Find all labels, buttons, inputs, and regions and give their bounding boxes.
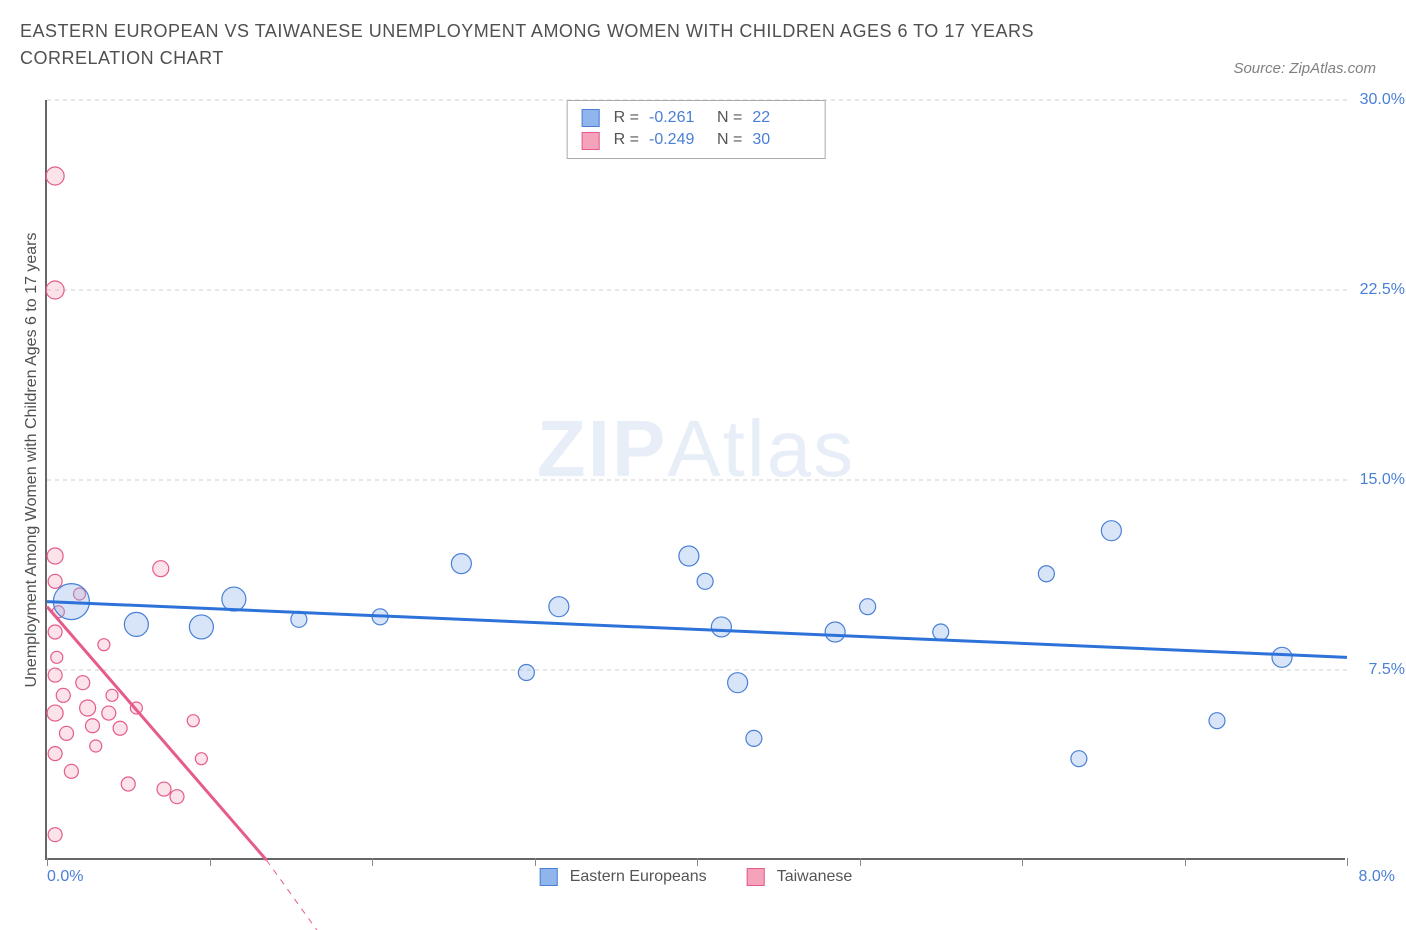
legend-item-a: Eastern Europeans — [540, 868, 707, 886]
legend-label-a: Eastern Europeans — [570, 868, 707, 886]
data-point — [222, 587, 246, 611]
data-point — [98, 639, 110, 651]
swatch-a-icon — [582, 109, 600, 127]
data-point — [1038, 566, 1054, 582]
legend: Eastern Europeans Taiwanese — [540, 868, 853, 886]
y-tick-label: 7.5% — [1369, 661, 1405, 679]
data-point — [1101, 521, 1121, 541]
stats-row-b: R = -0.249 N = 30 — [582, 129, 811, 151]
x-tick — [860, 858, 861, 866]
data-point — [46, 167, 64, 185]
data-point — [46, 281, 64, 299]
data-point — [825, 622, 845, 642]
y-tick-label: 30.0% — [1360, 91, 1405, 109]
data-point — [48, 828, 62, 842]
data-point — [1071, 751, 1087, 767]
data-point — [56, 688, 70, 702]
swatch-b-icon — [582, 132, 600, 150]
y-tick-label: 15.0% — [1360, 471, 1405, 489]
data-point — [170, 790, 184, 804]
x-tick — [1347, 858, 1348, 866]
data-point — [711, 617, 731, 637]
x-tick — [697, 858, 698, 866]
legend-swatch-a-icon — [540, 868, 558, 886]
data-point — [1209, 713, 1225, 729]
stats-row-a: R = -0.261 N = 22 — [582, 107, 811, 129]
scatter-plot — [47, 100, 1347, 860]
x-tick — [535, 858, 536, 866]
data-point — [187, 715, 199, 727]
x-tick — [372, 858, 373, 866]
data-point — [86, 719, 100, 733]
data-point — [153, 561, 169, 577]
data-point — [124, 612, 148, 636]
data-point — [549, 597, 569, 617]
x-tick — [47, 858, 48, 866]
chart-title: EASTERN EUROPEAN VS TAIWANESE UNEMPLOYME… — [20, 18, 1120, 72]
data-point — [51, 651, 63, 663]
data-point — [48, 747, 62, 761]
x-tick — [1022, 858, 1023, 866]
source-label: Source: ZipAtlas.com — [1233, 60, 1376, 77]
data-point — [518, 665, 534, 681]
data-point — [451, 554, 471, 574]
legend-item-b: Taiwanese — [747, 868, 853, 886]
y-tick-label: 22.5% — [1360, 281, 1405, 299]
data-point — [933, 624, 949, 640]
data-point — [47, 705, 63, 721]
stats-box: R = -0.261 N = 22 R = -0.249 N = 30 — [567, 100, 826, 159]
data-point — [679, 546, 699, 566]
data-point — [746, 730, 762, 746]
data-point — [47, 548, 63, 564]
data-point — [60, 726, 74, 740]
data-point — [157, 782, 171, 796]
data-point — [860, 599, 876, 615]
data-point — [90, 740, 102, 752]
data-point — [80, 700, 96, 716]
data-point — [48, 668, 62, 682]
data-point — [189, 615, 213, 639]
data-point — [728, 673, 748, 693]
data-point — [121, 777, 135, 791]
x-tick — [1185, 858, 1186, 866]
data-point — [102, 706, 116, 720]
data-point — [48, 574, 62, 588]
data-point — [48, 625, 62, 639]
data-point — [76, 676, 90, 690]
data-point — [195, 753, 207, 765]
chart-area: ZIPAtlas R = -0.261 N = 22 R = -0.249 N … — [45, 100, 1345, 860]
data-point — [113, 721, 127, 735]
x-max-label: 8.0% — [1359, 868, 1395, 886]
legend-swatch-b-icon — [747, 868, 765, 886]
data-point — [64, 764, 78, 778]
data-point — [1272, 647, 1292, 667]
x-min-label: 0.0% — [47, 868, 83, 886]
data-point — [106, 689, 118, 701]
data-point — [697, 573, 713, 589]
x-tick — [210, 858, 211, 866]
legend-label-b: Taiwanese — [777, 868, 853, 886]
